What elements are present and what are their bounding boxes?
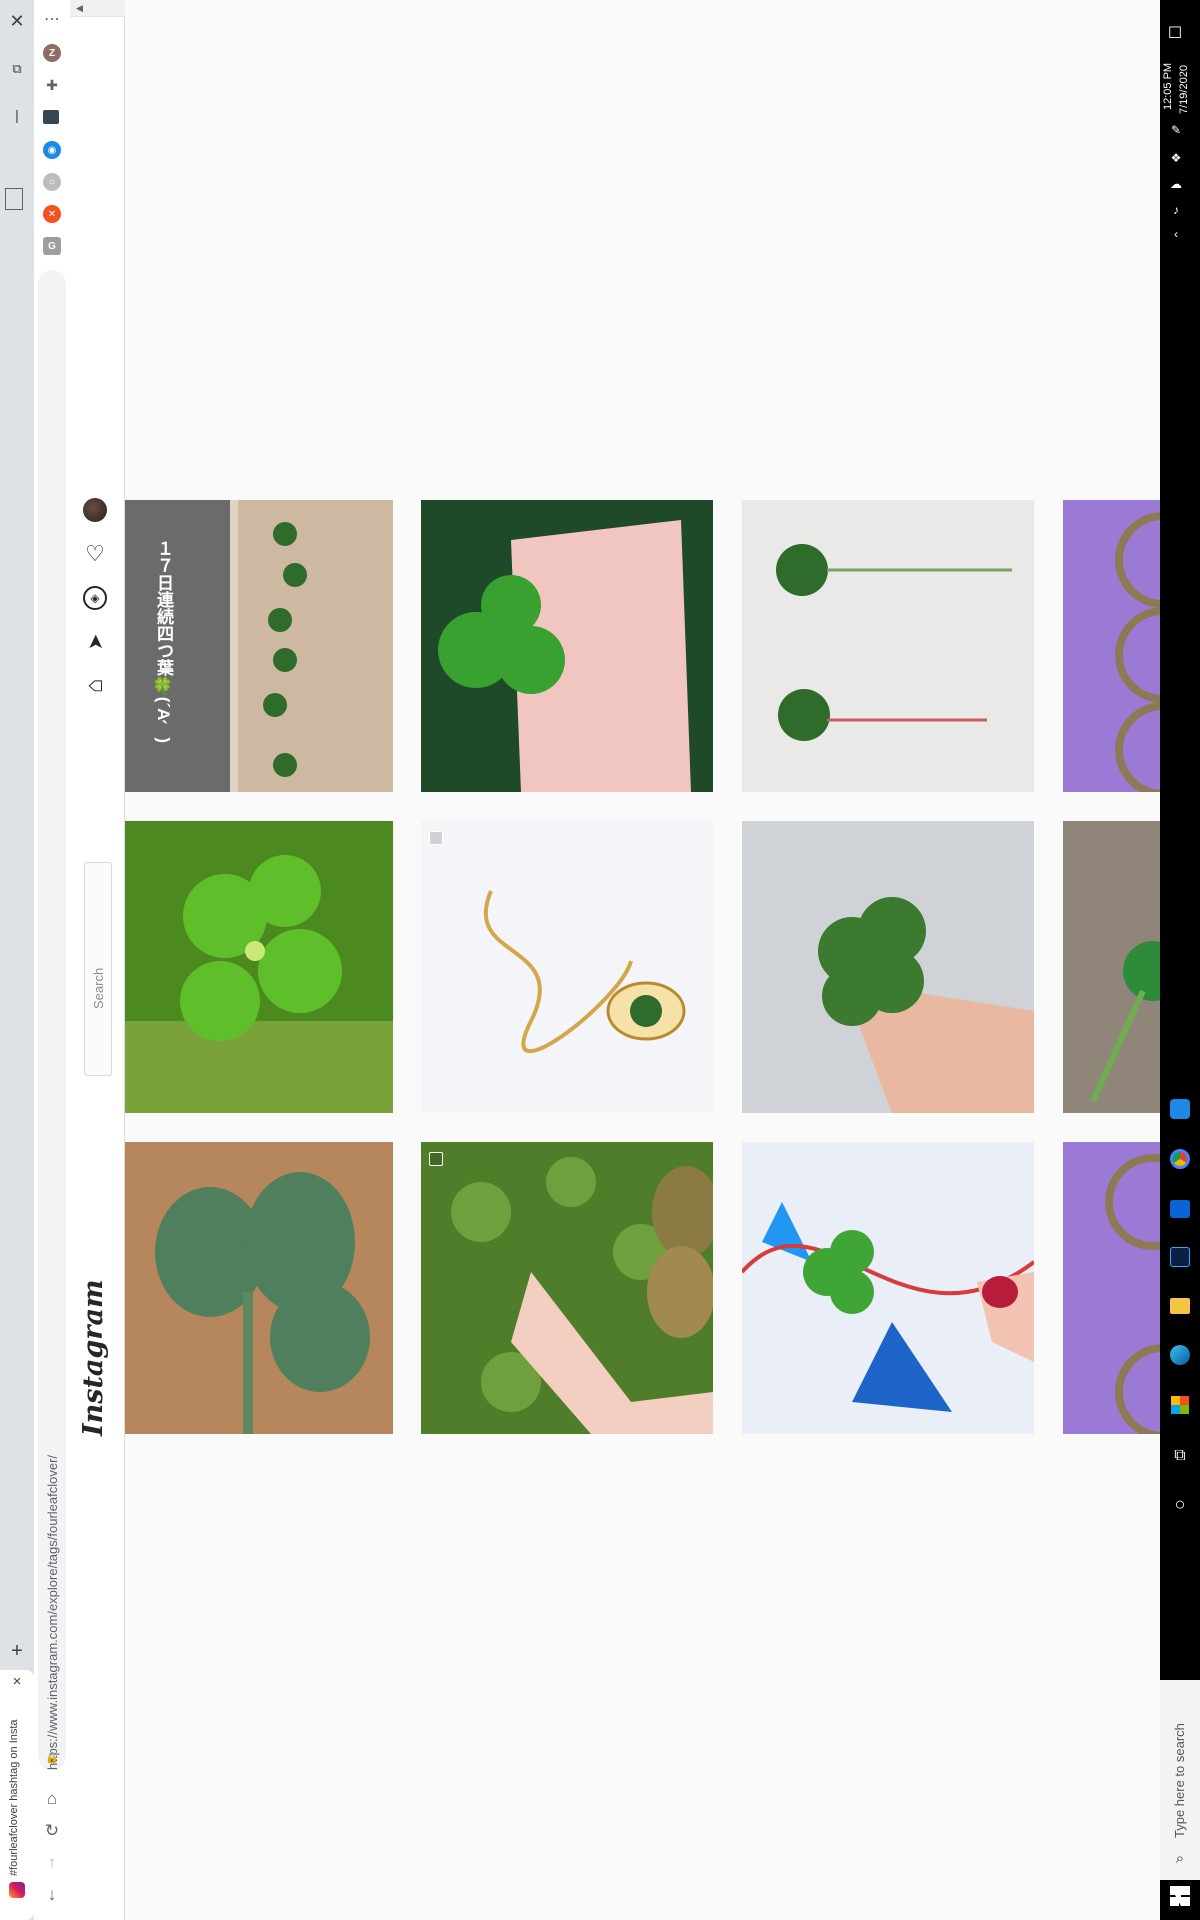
carousel-icon	[429, 1152, 443, 1166]
carousel-icon	[429, 831, 443, 845]
extension-blue-icon[interactable]: ◉	[43, 141, 61, 159]
cortana-icon[interactable]: ○	[1174, 1493, 1186, 1514]
chrome-app-icon[interactable]	[1166, 1145, 1194, 1173]
tab-close-icon[interactable]: ×	[12, 1672, 22, 1690]
search-input[interactable]: Search	[84, 862, 112, 1076]
instagram-header: ♡ ◈ ➤ ⌂ Search Instagram	[70, 0, 125, 1920]
hashtag-grid: １７日連続四つ葉🍀(´A｀)	[125, 0, 1160, 1920]
instagram-favicon-icon	[9, 1882, 25, 1898]
profile-avatar-icon[interactable]	[83, 498, 107, 522]
show-hidden-icons-icon[interactable]: ‹	[1174, 227, 1178, 241]
post-clover-pendant-necklace[interactable]	[421, 821, 713, 1113]
address-bar[interactable]: https://www.instagram.com/explore/tags/f…	[38, 270, 66, 1770]
extension-g-icon[interactable]: G	[43, 237, 61, 255]
settings-app-icon[interactable]	[1166, 1095, 1194, 1123]
edge-app-icon[interactable]	[1166, 1341, 1194, 1369]
post-metal-rings-purple-2[interactable]	[1063, 1142, 1160, 1434]
forward-icon[interactable]: ↑	[47, 1853, 57, 1872]
reload-icon[interactable]: ↻	[44, 1821, 60, 1840]
post-clover-blue-stars[interactable]	[742, 1142, 1034, 1434]
notification-center-icon[interactable]: ☐	[1167, 25, 1183, 42]
post-clover-on-concrete[interactable]	[1063, 821, 1160, 1113]
minimize-window-icon[interactable]: |	[15, 107, 19, 123]
post-clover-fingers-stone[interactable]	[742, 821, 1034, 1113]
search-icon[interactable]: ⌕	[1175, 1849, 1185, 1867]
taskbar-time[interactable]: 12:05 PM	[1162, 62, 1174, 110]
task-view-icon[interactable]: ⧉	[1174, 1447, 1186, 1464]
taskbar-search-box[interactable]: Type here to search ⌕	[1160, 1680, 1200, 1880]
taskbar-search-placeholder[interactable]: Type here to search	[1172, 1723, 1187, 1838]
close-window-icon[interactable]: ✕	[9, 10, 25, 31]
tab-title: #fourleafclover hashtag on Insta	[8, 1719, 20, 1876]
browser-menu-icon[interactable]: ⋯	[44, 11, 60, 28]
post-clovers-on-table[interactable]: １７日連続四つ葉🍀(´A｀)	[125, 500, 393, 792]
home-feed-icon[interactable]: ⌂	[81, 678, 108, 694]
lock-icon[interactable]: 🔒	[45, 1751, 59, 1764]
windows-taskbar: ☐ 12:05 PM 7/19/2020 ✎ ❖ ☁ ♪ ‹ ⧉ ○ Type …	[1160, 0, 1200, 1920]
puzzle-extension-icon[interactable]: ✚	[46, 76, 58, 93]
post-two-clovers-white[interactable]	[742, 500, 1034, 792]
dropbox-icon[interactable]: ❖	[1170, 151, 1182, 165]
activity-heart-icon[interactable]: ♡	[85, 541, 105, 566]
active-tab[interactable]: #fourleafclover hashtag on Insta ×	[0, 1670, 34, 1920]
browser-toolbar: ⋯ Z ✚ ◉ ○ ✕ G https://www.instagram.com/…	[34, 0, 71, 1920]
new-tab-icon[interactable]: +	[11, 1639, 23, 1662]
file-explorer-app-icon[interactable]	[1166, 1292, 1194, 1320]
url-text[interactable]: https://www.instagram.com/explore/tags/f…	[45, 1454, 60, 1770]
post-hand-holding-clover[interactable]	[421, 500, 713, 792]
tab-search-icon[interactable]	[5, 188, 23, 210]
post-hand-clover-lawn[interactable]	[421, 1142, 713, 1434]
extension-circle-icon[interactable]: ○	[43, 173, 61, 191]
store-app-icon[interactable]	[1166, 1391, 1194, 1419]
post-overlay-text: １７日連続四つ葉🍀(´A｀)	[154, 540, 173, 744]
direct-messages-icon[interactable]: ➤	[84, 633, 107, 651]
post-metal-rings-purple[interactable]	[1063, 500, 1160, 792]
extension-monitor-icon[interactable]	[43, 110, 59, 124]
instagram-logo[interactable]: Instagram	[78, 1279, 109, 1436]
photoshop-app-icon[interactable]	[1166, 1243, 1194, 1271]
taskbar-date[interactable]: 7/19/2020	[1178, 65, 1190, 114]
scroll-left-arrow-icon[interactable]: ◀	[76, 3, 83, 13]
back-icon[interactable]: ↓	[47, 1885, 57, 1904]
restore-window-icon[interactable]: ⧉	[12, 61, 22, 76]
search-placeholder[interactable]: Search	[91, 967, 106, 1009]
home-icon[interactable]: ⌂	[46, 1789, 58, 1808]
explore-compass-icon[interactable]: ◈	[83, 586, 107, 610]
outlook-app-icon[interactable]	[1166, 1195, 1194, 1223]
pen-icon[interactable]: ✎	[1170, 123, 1182, 137]
post-clover-in-grass[interactable]	[125, 821, 393, 1113]
volume-icon[interactable]: ♪	[1173, 203, 1179, 217]
onedrive-icon[interactable]: ☁	[1170, 177, 1182, 191]
browser-tab-strip: ✕ ⧉ | #fourleafclover hashtag on Insta ×…	[0, 0, 34, 1920]
post-large-clover-wood[interactable]	[125, 1142, 393, 1434]
profile-avatar[interactable]: Z	[43, 44, 61, 62]
windows-start-icon[interactable]	[1170, 1886, 1190, 1906]
extension-orange-icon[interactable]: ✕	[43, 205, 61, 223]
